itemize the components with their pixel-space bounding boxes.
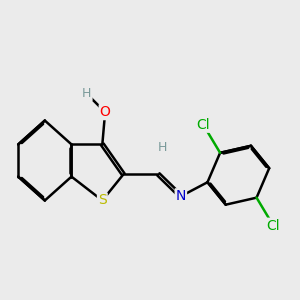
Text: N: N xyxy=(176,189,186,203)
Text: H: H xyxy=(82,87,92,101)
Text: O: O xyxy=(100,105,111,119)
Text: Cl: Cl xyxy=(267,219,280,233)
Text: Cl: Cl xyxy=(196,118,210,132)
Text: S: S xyxy=(98,194,107,208)
Text: H: H xyxy=(158,141,167,154)
